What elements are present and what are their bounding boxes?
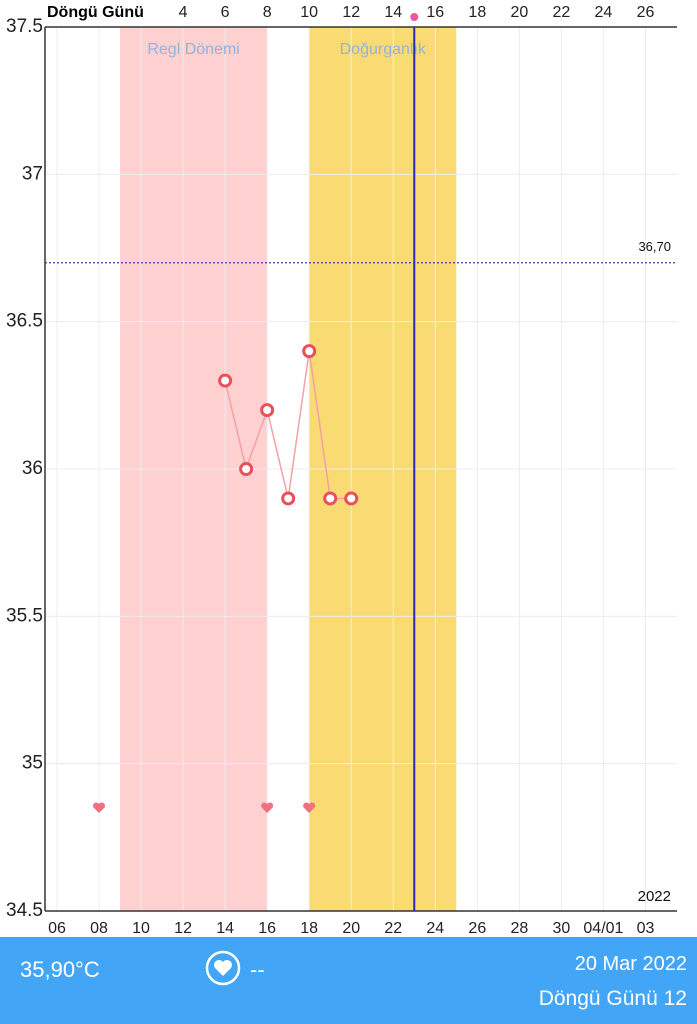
- x-tick-label: 12: [174, 920, 192, 937]
- x-tick-label: 14: [216, 920, 234, 937]
- today-dot: [410, 13, 419, 21]
- data-point: [323, 491, 338, 506]
- x2-tick-label: 20: [510, 4, 528, 21]
- x2-tick-label: 18: [468, 4, 486, 21]
- x2-tick-label: 8: [263, 4, 272, 21]
- data-point: [344, 491, 359, 506]
- cycle-day: Döngü Günü 12: [538, 987, 687, 1010]
- x2-tick-label: 4: [179, 4, 188, 21]
- y-tick-label: 34.5: [6, 900, 43, 921]
- heart-button[interactable]: [205, 950, 241, 986]
- data-point: [239, 462, 254, 476]
- data-point: [281, 491, 296, 506]
- status-bar: 35,90°C -- 20 Mar 2022 Döngü Günü 12: [0, 937, 697, 1024]
- date: 20 Mar 2022: [574, 953, 687, 975]
- x-tick-label: 24: [426, 920, 444, 937]
- x-tick-label: 30: [553, 920, 571, 937]
- x-tick-label: 22: [384, 920, 402, 937]
- year-label: 2022: [638, 888, 671, 905]
- heart: [93, 802, 106, 813]
- threshold-label: 36,70: [638, 239, 671, 254]
- x-tick-label: 18: [300, 920, 318, 937]
- x-tick-label: 10: [132, 920, 150, 937]
- x-tick-label: 16: [258, 920, 276, 937]
- y-tick-label: 35.5: [6, 605, 43, 626]
- note: --: [250, 957, 265, 982]
- x2-tick-label: 22: [553, 4, 571, 21]
- x-tick-label: 03: [637, 920, 655, 937]
- x-tick-label: 20: [342, 920, 360, 937]
- y-tick-label: 37.5: [6, 16, 43, 37]
- x2-tick-label: 14: [384, 4, 402, 21]
- x2-axis-label: Döngü Günü: [47, 4, 144, 21]
- heart: [261, 802, 274, 813]
- temperature: 35,90°C: [20, 957, 100, 982]
- heart: [303, 802, 316, 813]
- x2-tick-label: 26: [637, 4, 655, 21]
- data-point: [260, 403, 275, 418]
- chart: Döngü Günü 06 08 10 12 14 16 18 20 22 24 26 28 30 04/…: [6, 4, 677, 937]
- y-tick-label: 36.5: [6, 311, 43, 332]
- x2-tick-label: 6: [221, 4, 230, 21]
- y-tick-label: 35: [22, 753, 43, 774]
- x-tick-label: 06: [48, 920, 66, 937]
- x2-tick-label: 12: [342, 4, 360, 21]
- x-tick-label: 28: [510, 920, 528, 937]
- y-tick-label: 36: [22, 458, 43, 479]
- x2-tick-label: 10: [300, 4, 318, 21]
- x-tick-label: 26: [468, 920, 486, 937]
- x2-tick-label: 16: [426, 4, 444, 21]
- x-tick-label: 08: [90, 920, 108, 937]
- data-point: [302, 344, 317, 359]
- y-tick-label: 37: [22, 163, 43, 184]
- x-tick-label: 04/01: [583, 920, 623, 937]
- band-label: Doğurganlık: [340, 41, 427, 58]
- band-label: Regl Dönemi: [147, 41, 239, 58]
- x2-tick-label: 24: [595, 4, 613, 21]
- data-point: [218, 373, 233, 388]
